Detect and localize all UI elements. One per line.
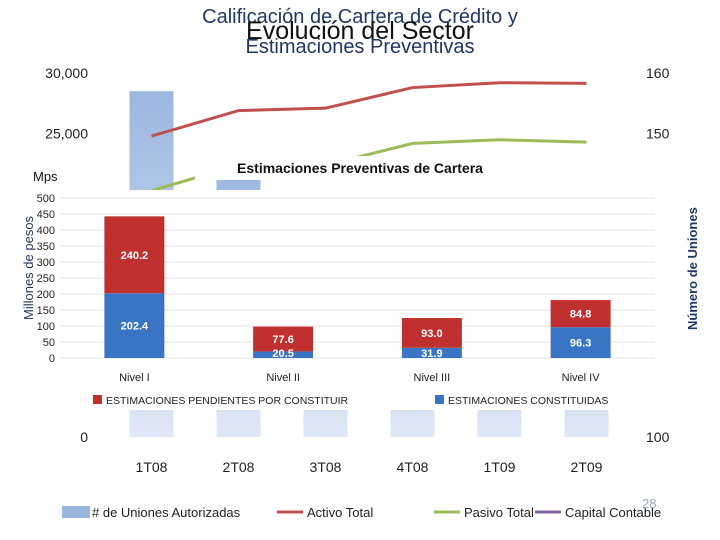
pending-value-label: 77.6 (272, 334, 293, 346)
category-label: 2T09 (571, 459, 603, 475)
left-tick-label: 25,000 (45, 126, 88, 142)
inset-legend-swatch (435, 395, 444, 404)
inset-category-label: Nivel IV (562, 372, 601, 384)
category-label: 1T08 (136, 459, 168, 475)
pending-value-label: 84.8 (570, 309, 591, 321)
inset-tick-label: 200 (37, 289, 55, 301)
pending-bar (104, 216, 165, 294)
constituted-bar (550, 327, 611, 358)
reserves-inset-chart: 202.4 240.2 20.5 77.6 31.9 93.0 96.3 84.8 0 50 10… (15, 156, 685, 410)
inset-category-label: Nivel I (119, 372, 150, 384)
title-line-2: Evolución del Sector (246, 17, 474, 45)
right-tick-label: 150 (646, 126, 670, 142)
inset-tick-label: 50 (43, 337, 55, 349)
category-label: 2T08 (223, 459, 255, 475)
pending-value-label: 93.0 (421, 328, 442, 340)
constituted-value-label: 202.4 (121, 321, 149, 333)
left-tick-label: 30,000 (45, 65, 88, 81)
inset-tick-label: 300 (37, 257, 55, 269)
constituted-value-label: 20.5 (272, 348, 293, 360)
inset-title-backdrop (195, 156, 525, 180)
inset-tick-label: 500 (37, 193, 55, 205)
legend-swatch (62, 506, 90, 518)
inset-category-label: Nivel II (266, 372, 300, 384)
legend-label: Pasivo Total (464, 505, 534, 520)
category-label: 3T08 (310, 459, 342, 475)
pending-bar (401, 318, 462, 348)
right-axis-label: Número de Uniones (685, 207, 700, 330)
pending-bar (253, 326, 314, 352)
series-line (151, 81, 587, 138)
inset-ylabel: Millones de pesos (21, 215, 36, 320)
title-line-1: Calificación de Cartera de Crédito y (202, 6, 518, 28)
inset-tick-label: 350 (37, 241, 55, 253)
pending-bar (550, 300, 611, 328)
category-label: 1T09 (484, 459, 516, 475)
constituted-bar (401, 347, 462, 358)
right-tick-label: 100 (646, 429, 670, 445)
legend-label: # de Uniones Autorizadas (92, 505, 241, 520)
constituted-value-label: 96.3 (570, 338, 591, 350)
page-number: 28 (642, 496, 657, 511)
inset-tick-label: 0 (49, 353, 55, 365)
legend-label: Capital Contable (565, 505, 661, 520)
inset-tick-label: 250 (37, 273, 55, 285)
inset-tick-label: 100 (37, 321, 55, 333)
inset-category-label: Nivel III (414, 372, 451, 384)
inset-legend-label: ESTIMACIONES CONSTITUIDAS (448, 395, 608, 407)
inset-legend-label: ESTIMACIONES PENDIENTES POR CONSTITUIR (106, 395, 349, 407)
left-tick-label: 0 (80, 429, 88, 445)
legend-label: Activo Total (307, 505, 373, 520)
inset-tick-label: 400 (37, 225, 55, 237)
constituted-value-label: 31.9 (421, 348, 442, 360)
inset-legend-swatch (93, 395, 102, 404)
inset-title: Estimaciones Preventivas de Cartera (237, 160, 483, 176)
inset-tick-label: 150 (37, 305, 55, 317)
inset-tick-label: 450 (37, 209, 55, 221)
title-line-3: Estimaciones Preventivas (245, 36, 475, 58)
constituted-bar (253, 351, 314, 358)
right-tick-label: 160 (646, 65, 670, 81)
pending-value-label: 240.2 (121, 250, 149, 262)
category-label: 4T08 (397, 459, 429, 475)
inset-unit: Mps (33, 169, 58, 184)
constituted-bar (104, 293, 165, 358)
